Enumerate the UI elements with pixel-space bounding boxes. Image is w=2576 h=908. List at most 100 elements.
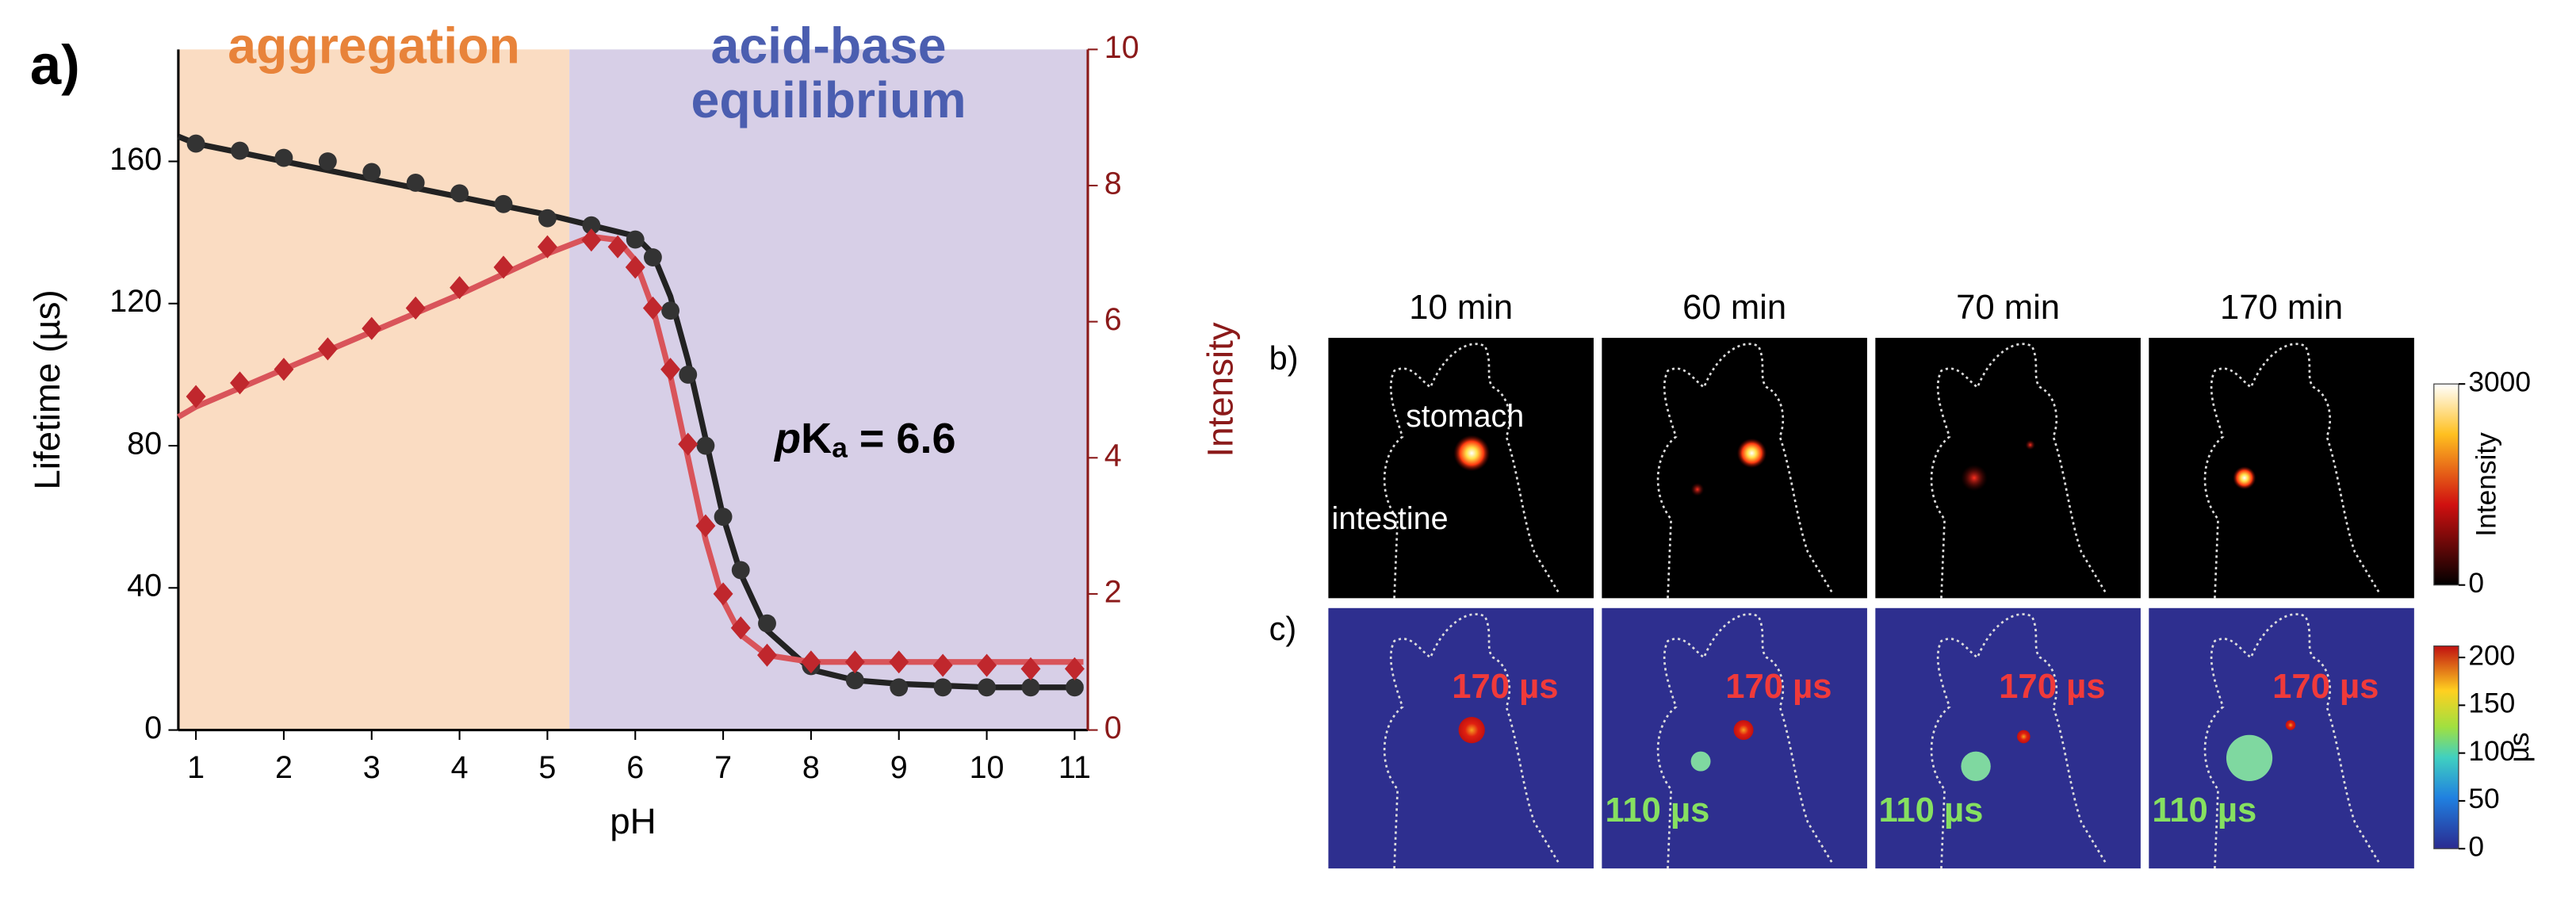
colorbar — [2433, 383, 2459, 586]
data-point — [714, 508, 733, 527]
x-tick-label: 6 — [626, 750, 644, 785]
data-point — [318, 152, 337, 170]
colorbar-tick-label: 0 — [2468, 832, 2484, 863]
x-tick-label: 9 — [890, 750, 908, 785]
lifetime-label: 170 µs — [1999, 668, 2105, 706]
y-tick-label: 160 — [109, 142, 162, 177]
x-tick-label: 4 — [451, 750, 469, 785]
signal-spot — [1453, 435, 1491, 472]
y-tick-label: 120 — [109, 284, 162, 319]
data-point — [406, 173, 425, 192]
signal-spot — [2226, 734, 2273, 781]
annotation-part: a — [832, 433, 848, 464]
time-label: 60 min — [1682, 289, 1786, 327]
y2-tick-label: 8 — [1104, 166, 1122, 201]
lifetime-label: 170 µs — [2272, 668, 2379, 706]
region-label: aggregation — [228, 17, 520, 74]
x-tick-label: 3 — [363, 750, 381, 785]
y-tick-label: 0 — [144, 711, 162, 745]
data-point — [450, 276, 470, 300]
data-point — [274, 358, 294, 381]
colorbar-tick-label: 150 — [2468, 688, 2515, 719]
region-label: equilibrium — [691, 71, 966, 128]
data-point — [730, 616, 751, 640]
row-label: b) — [1269, 339, 1299, 377]
time-label: 10 min — [1409, 289, 1513, 327]
signal-spot — [1736, 438, 1767, 469]
organ-label: stomach — [1406, 399, 1524, 434]
colorbar-tick-label: 200 — [2468, 640, 2515, 671]
lifetime-image — [1602, 607, 1867, 869]
data-point — [932, 653, 953, 677]
data-point — [538, 209, 557, 228]
x-tick-label: 8 — [802, 750, 820, 785]
data-point — [626, 230, 645, 249]
colorbar-tick-label: 0 — [2468, 568, 2484, 599]
annotation-part: = 6.6 — [848, 415, 956, 462]
colorbar-label: Intensity — [2471, 432, 2502, 537]
data-point — [231, 141, 249, 160]
annotation: pKa = 6.6 — [773, 415, 955, 463]
signal-spot — [1961, 465, 1988, 492]
lifetime-label: 170 µs — [1725, 668, 1832, 706]
data-point — [230, 371, 250, 395]
signal-spot — [1961, 751, 1991, 781]
y2-axis-title: Intensity — [1200, 322, 1240, 457]
data-point — [933, 678, 952, 697]
y2-tick-label: 6 — [1104, 302, 1122, 337]
data-point — [845, 671, 864, 690]
data-point — [757, 643, 777, 667]
data-point — [537, 235, 557, 259]
data-point — [695, 514, 716, 538]
region-label: acid-base — [711, 17, 947, 74]
time-label: 170 min — [2220, 289, 2343, 327]
lifetime-label: 110 µs — [1878, 791, 1983, 829]
lifetime-image — [1875, 607, 2141, 869]
x-tick-label: 1 — [187, 750, 205, 785]
intensity-image — [2149, 337, 2414, 599]
intensity-image — [1328, 337, 1594, 599]
data-point — [493, 255, 514, 279]
intensity-image — [1602, 337, 1867, 599]
signal-spot — [2025, 439, 2035, 450]
x-tick-label: 7 — [714, 750, 732, 785]
data-point — [450, 184, 469, 203]
signal-spot — [1690, 751, 1711, 772]
x-tick-label: 5 — [538, 750, 556, 785]
data-point — [274, 148, 293, 167]
data-point — [607, 235, 628, 259]
lifetime-label: 110 µs — [2152, 791, 2256, 829]
data-point — [844, 650, 865, 674]
x-tick-label: 10 — [970, 750, 1005, 785]
data-point — [978, 678, 996, 697]
colorbar-label: µs — [2504, 732, 2535, 762]
x-axis-title: pH — [610, 801, 656, 841]
row-label: c) — [1269, 610, 1297, 647]
data-point — [362, 163, 381, 182]
y2-tick-label: 2 — [1104, 574, 1122, 609]
intensity-image — [1875, 337, 2141, 599]
region — [569, 49, 1089, 730]
data-point — [405, 296, 426, 320]
data-point — [494, 194, 513, 213]
data-point — [1065, 678, 1084, 697]
y-tick-label: 40 — [127, 569, 162, 603]
y2-tick-label: 10 — [1104, 30, 1139, 65]
data-point — [758, 614, 776, 633]
colorbar-tick-label: 100 — [2468, 736, 2515, 767]
data-point — [186, 134, 205, 153]
data-point — [625, 255, 645, 279]
lifetime-image — [1328, 607, 1594, 869]
imaging-panels: 10 min 60 min 70 min 170 min b) c) 170 µs 170 µ… — [1269, 289, 2535, 870]
data-point — [977, 653, 997, 677]
annotation-part: p — [773, 415, 801, 462]
lifetime-label: 170 µs — [1452, 668, 1558, 706]
data-point — [1021, 678, 1040, 697]
y-tick-label: 80 — [127, 426, 162, 461]
signal-spot — [1733, 720, 1754, 741]
y-axis-title: Lifetime (µs) — [27, 289, 67, 489]
colorbar — [2433, 645, 2459, 849]
colorbar-tick-label: 50 — [2468, 783, 2499, 814]
data-point — [890, 678, 909, 697]
